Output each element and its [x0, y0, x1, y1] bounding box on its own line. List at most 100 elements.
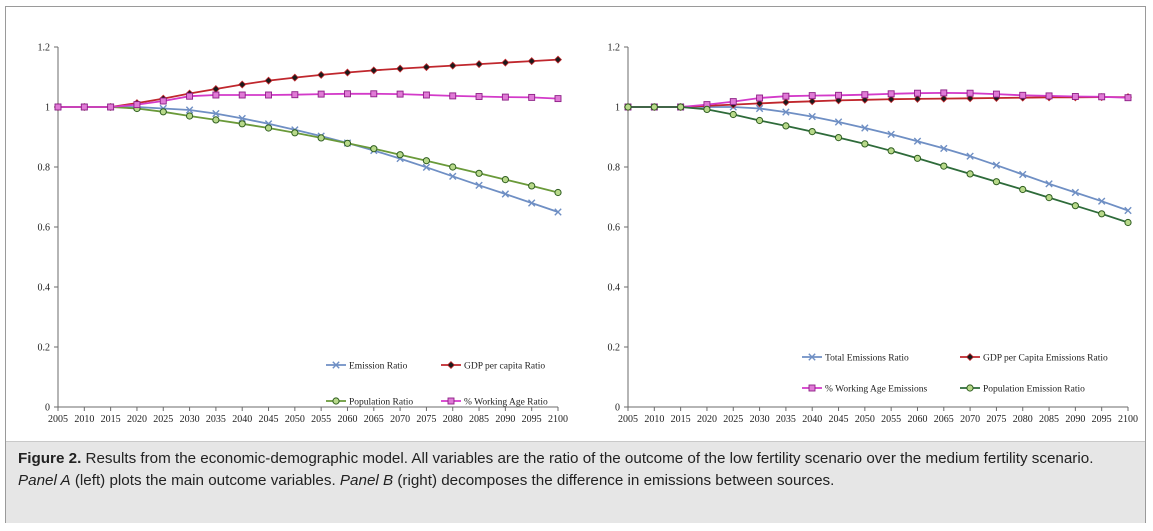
caption-text-1: Results from the economic-demographic mo…	[81, 450, 1094, 467]
data-point	[861, 140, 869, 148]
x-tick-label: 2060	[337, 414, 357, 425]
data-point	[756, 94, 764, 102]
x-tick-label: 2050	[855, 414, 875, 425]
data-point	[475, 93, 483, 100]
data-point	[343, 139, 352, 147]
y-tick-label: 0	[45, 403, 50, 414]
x-tick-label: 2085	[1039, 414, 1059, 425]
data-point	[528, 93, 536, 101]
figure-frame: 0 0.2 0.4 0.6 0.8 1 1.2 2005 2010 2015 2020 2025 203…	[5, 6, 1146, 523]
x-tick-label: 2070	[390, 414, 410, 425]
data-point	[212, 109, 220, 118]
x-tick-label: 2005	[618, 414, 638, 425]
legend-swatch-marker	[966, 353, 974, 361]
data-point	[527, 199, 536, 207]
legend-swatch-marker	[447, 397, 455, 405]
data-point	[264, 124, 273, 132]
data-point	[782, 108, 790, 116]
series-line	[58, 106, 559, 194]
x-tick-label: 2035	[206, 414, 226, 425]
x-tick-label: 2025	[153, 414, 173, 425]
data-point	[1071, 188, 1080, 197]
x-tick-label: 2030	[750, 414, 770, 425]
data-point	[834, 134, 843, 142]
legend-label: Emission Ratio	[349, 361, 408, 371]
data-point	[992, 161, 1001, 169]
data-point	[1019, 170, 1027, 179]
x-tick-label: 2050	[285, 414, 305, 425]
data-point	[317, 134, 325, 142]
x-tick-label: 2010	[74, 414, 94, 425]
legend-label: % Working Age Emissions	[825, 384, 928, 394]
data-point	[1045, 92, 1053, 100]
data-point	[650, 103, 658, 111]
series-0	[624, 103, 1132, 215]
data-point	[703, 105, 711, 114]
data-point	[369, 66, 378, 75]
data-point	[1071, 93, 1079, 100]
data-point	[624, 103, 632, 111]
data-point	[554, 55, 562, 64]
panel-a-label: Panel A	[18, 472, 71, 489]
legend-entry: Population Emission Ratio	[960, 384, 1085, 394]
legend-swatch-marker	[332, 397, 340, 405]
data-point	[1124, 94, 1132, 102]
y-tick-label: 0.2	[608, 343, 621, 354]
data-point	[808, 97, 817, 106]
legend-entry: % Working Age Emissions	[802, 384, 928, 394]
series-3	[624, 103, 1132, 227]
y-tick-label: 1.2	[608, 43, 621, 54]
x-tick-label: 2025	[723, 414, 743, 425]
data-point	[449, 163, 457, 171]
series-line	[628, 91, 1129, 108]
data-point	[238, 114, 246, 123]
data-point	[422, 157, 431, 165]
caption-text-2: (left) plots the main outcome variables.	[70, 472, 340, 489]
series-line	[628, 96, 1128, 108]
x-tick-label: 2015	[671, 414, 691, 425]
legend-label: % Working Age Ratio	[464, 397, 548, 407]
x-tick-label: 2040	[232, 414, 252, 425]
data-point	[554, 208, 562, 216]
data-point	[186, 92, 194, 100]
legend-label: Population Ratio	[349, 397, 413, 407]
x-tick-label: 2070	[960, 414, 980, 425]
data-point	[940, 162, 948, 170]
data-point	[913, 94, 922, 103]
data-point	[396, 90, 404, 98]
y-tick-label: 0.6	[38, 223, 51, 234]
data-point	[861, 91, 869, 99]
data-point	[501, 58, 510, 67]
series-line	[58, 92, 559, 108]
data-point	[887, 147, 895, 155]
x-tick-label: 2090	[495, 414, 515, 425]
data-point	[107, 103, 115, 111]
panel-b-chart: 0 0.2 0.4 0.6 0.8 1 1.2 2005 2010 2015 2020 2025 203…	[608, 43, 1139, 426]
data-point	[290, 73, 299, 82]
x-tick-label: 2080	[1013, 414, 1033, 425]
y-tick-label: 0.6	[608, 223, 621, 234]
data-point	[1098, 93, 1106, 101]
data-point	[1045, 180, 1053, 188]
x-tick-label: 2075	[986, 414, 1006, 425]
data-point	[940, 89, 948, 97]
caption-band: Figure 2. Results from the economic-demo…	[6, 441, 1145, 523]
data-point	[992, 178, 1001, 186]
data-point	[808, 128, 816, 136]
data-point	[344, 90, 351, 98]
data-point	[211, 85, 220, 93]
data-point	[808, 92, 816, 100]
panel-a-chart: 0 0.2 0.4 0.6 0.8 1 1.2 2005 2010 2015 2020 2025 203…	[38, 43, 569, 426]
data-point	[887, 130, 895, 138]
data-point	[212, 91, 220, 99]
x-tick-label: 2100	[548, 414, 568, 425]
data-point	[501, 190, 510, 198]
data-point	[475, 181, 483, 189]
x-tick-label: 2055	[881, 414, 901, 425]
data-point	[939, 94, 948, 103]
data-point	[834, 118, 843, 126]
data-point	[133, 101, 141, 109]
y-tick-label: 0.8	[608, 163, 621, 174]
y-tick-label: 0.4	[38, 283, 51, 294]
data-point	[1071, 202, 1079, 210]
